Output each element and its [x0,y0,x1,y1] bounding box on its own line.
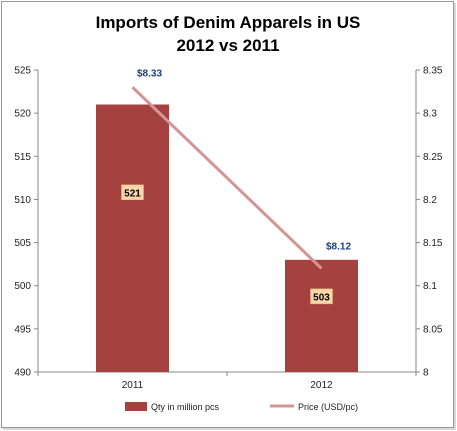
bar [285,259,358,372]
x-tick-label: 2012 [310,380,333,391]
y-right-tick-label: 8.1 [423,281,437,292]
y-right-tick-label: 8.2 [423,195,437,206]
y-right-tick-label: 8.15 [423,238,443,249]
y-left-tick-label: 505 [14,238,31,249]
price-data-label: $8.33 [137,68,162,79]
y-left-tick-label: 515 [14,152,31,163]
y-right-tick-label: 8.3 [423,109,437,120]
price-data-label: $8.12 [326,241,351,252]
y-left-tick-label: 500 [14,281,31,292]
bar-label-background [121,184,144,201]
y-left-tick-label: 490 [14,368,31,379]
y-right-tick-label: 8.05 [423,324,443,335]
legend-label-bar: Qty in million pcs [151,402,220,412]
y-right-tick-label: 8.35 [423,66,443,77]
y-right-tick-label: 8.25 [423,152,443,163]
y-right-tick-label: 8 [423,368,429,379]
price-line [131,86,323,270]
plot-area: 490 495 500 505 510 515 520 525 8 8.05 8.1 8.15 8.2 8… [14,66,443,392]
legend-swatch-bar [125,402,147,411]
legend: Qty in million pcs Price (USD/pc) [125,402,358,412]
chart-title-line-2: 2012 vs 2011 [176,36,279,55]
chart-title-line-1: Imports of Denim Apparels in US [96,13,361,32]
x-tick-label: 2011 [122,380,144,391]
legend-label-line: Price (USD/pc) [298,402,358,412]
bar-label-background [310,288,333,305]
y-left-tick-label: 510 [14,195,31,206]
bar-data-label: 521 [124,188,141,199]
y-left-tick-label: 495 [14,324,31,335]
y-left-tick-label: 520 [14,109,31,120]
y-left-tick-label: 525 [14,66,31,77]
bar-data-label: 503 [313,292,330,303]
bar [96,104,169,372]
